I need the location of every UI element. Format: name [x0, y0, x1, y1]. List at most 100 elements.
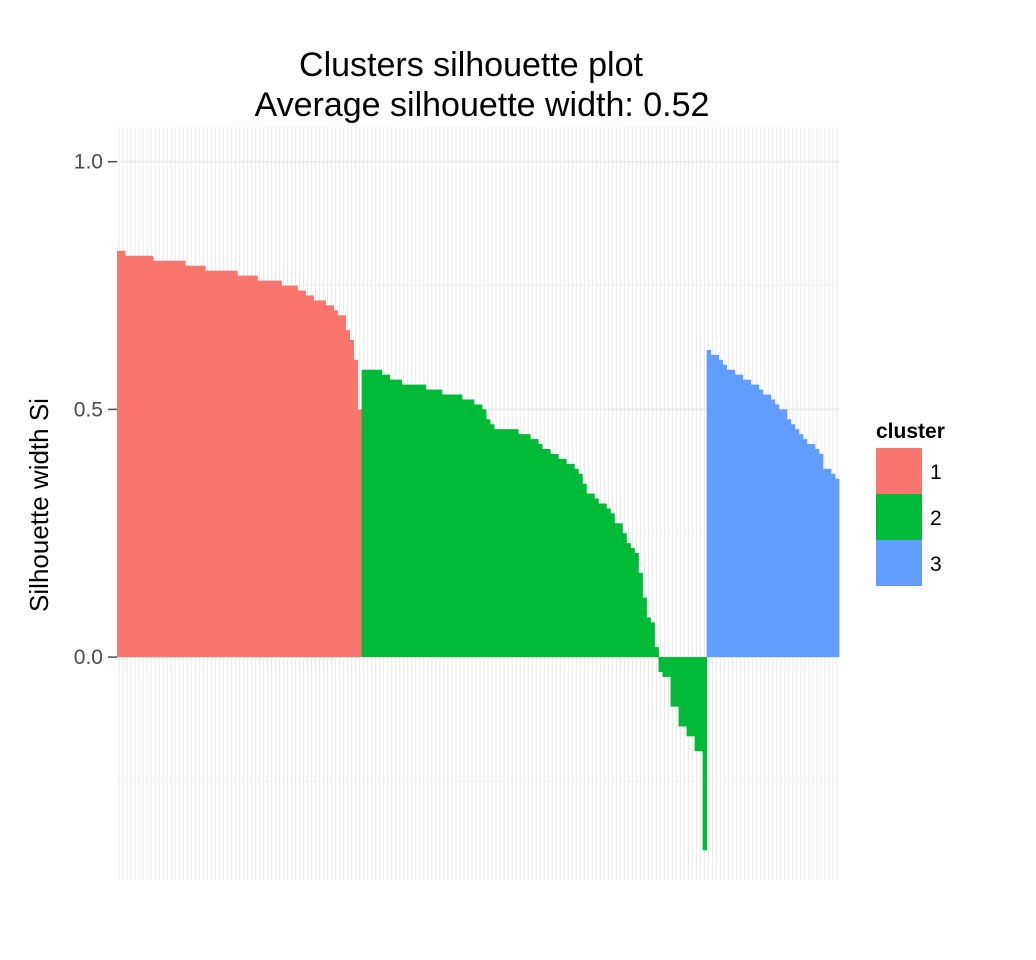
- bar-cluster-2: [361, 369, 367, 658]
- bar-cluster-2: [682, 657, 687, 727]
- bar-cluster-2: [397, 379, 403, 658]
- y-tick-label: 0.5: [74, 398, 103, 421]
- bar-cluster-3: [758, 389, 764, 658]
- bar-cluster-1: [169, 260, 174, 658]
- bar-cluster-1: [157, 260, 162, 658]
- bar-cluster-2: [574, 468, 579, 658]
- bar-cluster-2: [594, 498, 599, 658]
- bar-cluster-2: [433, 389, 439, 658]
- bar-cluster-3: [818, 453, 824, 658]
- bar-cluster-3: [742, 379, 748, 658]
- bar-cluster-2: [678, 657, 683, 727]
- bar-cluster-2: [437, 389, 443, 658]
- bar-cluster-3: [746, 379, 752, 658]
- bar-cluster-2: [538, 444, 543, 658]
- bar-cluster-2: [674, 657, 679, 707]
- bar-cluster-1: [153, 260, 158, 658]
- bar-cluster-2: [413, 384, 419, 658]
- bar-cluster-2: [405, 384, 411, 658]
- bar-cluster-3: [810, 444, 816, 658]
- bar-cluster-3: [814, 449, 820, 658]
- y-tick-label: 0.0: [74, 646, 103, 669]
- bar-cluster-1: [345, 330, 351, 658]
- bar-cluster-1: [117, 250, 122, 658]
- bar-cluster-2: [510, 429, 515, 658]
- bar-cluster-2: [658, 657, 663, 672]
- bar-cluster-2: [610, 513, 615, 658]
- bar-cluster-1: [265, 280, 270, 658]
- bar-cluster-1: [297, 290, 302, 658]
- bar-cluster-2: [441, 394, 447, 658]
- bar-cluster-2: [586, 493, 591, 658]
- chart-subtitle: Average silhouette width: 0.52: [255, 86, 710, 124]
- bar-cluster-2: [506, 429, 511, 658]
- bar-cluster-3: [774, 404, 780, 658]
- bar-cluster-2: [566, 463, 571, 658]
- y-tick-label: 1.0: [74, 151, 103, 174]
- bar-cluster-1: [229, 270, 234, 658]
- bar-cluster-1: [137, 255, 142, 658]
- bar-cluster-2: [401, 384, 407, 658]
- legend: cluster 1 2 3: [876, 420, 945, 586]
- bar-cluster-2: [546, 449, 551, 658]
- legend-label-3: 3: [930, 553, 942, 576]
- bar-cluster-1: [325, 305, 330, 658]
- bar-cluster-3: [726, 369, 732, 658]
- bar-cluster-3: [734, 374, 740, 658]
- bar-cluster-2: [606, 508, 611, 658]
- bar-cluster-1: [313, 300, 318, 658]
- bar-cluster-2: [502, 429, 507, 658]
- bar-cluster-2: [550, 453, 555, 658]
- bar-cluster-1: [349, 340, 355, 658]
- legend-label-2: 2: [930, 507, 942, 530]
- bar-cluster-1: [237, 275, 242, 658]
- bar-cluster-2: [385, 374, 391, 658]
- bar-cluster-2: [494, 429, 499, 658]
- bar-cluster-2: [582, 483, 587, 658]
- bar-cluster-2: [522, 434, 527, 658]
- bar-cluster-3: [766, 394, 772, 658]
- bar-cluster-2: [518, 434, 523, 658]
- bar-cluster-1: [201, 265, 206, 658]
- bar-cluster-2: [449, 394, 455, 658]
- bar-cluster-2: [421, 384, 427, 658]
- bar-cluster-2: [702, 657, 708, 851]
- bar-cluster-2: [634, 553, 639, 658]
- bar-cluster-2: [498, 429, 503, 658]
- bar-cluster-2: [389, 379, 395, 658]
- bar-cluster-1: [213, 270, 218, 658]
- bar-cluster-2: [393, 379, 399, 658]
- bar-cluster-2: [445, 394, 451, 658]
- bar-cluster-2: [417, 384, 423, 658]
- bar-cluster-2: [409, 384, 415, 658]
- bar-cluster-1: [209, 270, 214, 658]
- bar-cluster-1: [289, 285, 294, 658]
- bar-cluster-1: [253, 275, 258, 658]
- bar-cluster-1: [329, 305, 334, 658]
- bar-cluster-3: [794, 429, 800, 658]
- bar-cluster-1: [173, 260, 178, 658]
- bar-cluster-1: [165, 260, 170, 658]
- bar-cluster-2: [514, 429, 519, 658]
- bar-cluster-3: [782, 409, 788, 658]
- bar-cluster-3: [806, 444, 812, 658]
- bar-cluster-1: [185, 265, 190, 658]
- legend-title: cluster: [876, 420, 945, 443]
- bar-cluster-1: [149, 255, 154, 658]
- bar-cluster-1: [189, 265, 194, 658]
- bar-cluster-2: [373, 369, 379, 658]
- bar-cluster-1: [257, 280, 262, 658]
- bar-cluster-2: [654, 647, 659, 658]
- bar-cluster-2: [490, 424, 495, 658]
- bar-cluster-3: [750, 384, 756, 658]
- bar-cluster-2: [626, 543, 631, 658]
- bar-cluster-1: [261, 280, 266, 658]
- bar-cluster-1: [305, 295, 310, 658]
- bar-cluster-2: [638, 572, 643, 658]
- bar-cluster-3: [790, 424, 796, 658]
- legend-label-1: 1: [930, 461, 942, 484]
- bar-cluster-2: [646, 617, 651, 658]
- bar-cluster-2: [465, 399, 471, 658]
- legend-key-2: [876, 494, 922, 540]
- bar-cluster-2: [570, 463, 575, 658]
